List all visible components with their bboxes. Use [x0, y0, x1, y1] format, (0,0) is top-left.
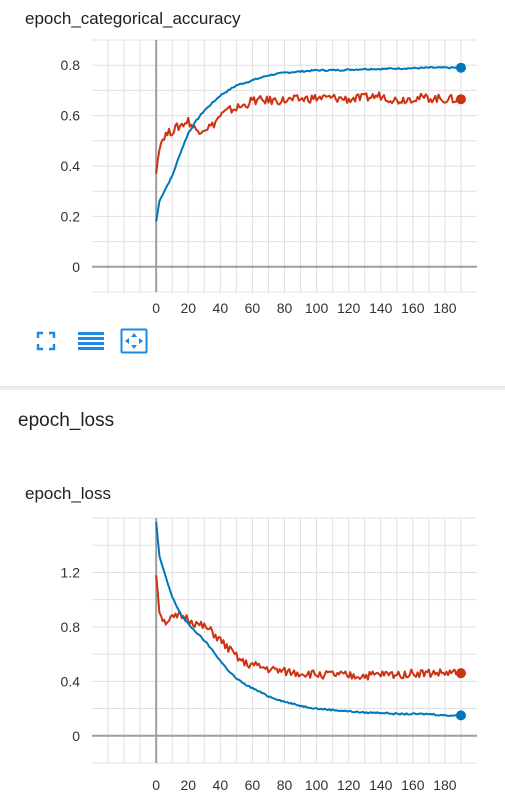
y-tick-label: 0	[72, 728, 80, 744]
series-end-point	[455, 62, 466, 73]
x-tick-label: 100	[305, 777, 329, 793]
y-tick-label: 1.2	[61, 564, 81, 580]
x-tick-label: 160	[401, 300, 425, 316]
y-tick-label: 0.8	[61, 57, 81, 73]
x-tick-label: 140	[369, 300, 393, 316]
y-tick-label: 0.2	[61, 208, 81, 224]
accuracy-card: epoch_categorical_accuracy 0 0.2 0.4 0.6 0.8…	[0, 0, 505, 386]
grid	[92, 517, 477, 764]
data-table-button[interactable]	[78, 329, 104, 353]
x-tick-label: 140	[369, 777, 393, 793]
accuracy-chart[interactable]: 0 0.2 0.4 0.6 0.8 0 20 40 60 80 100 120 140 160 180	[0, 0, 505, 320]
x-tick-label: 100	[305, 300, 329, 316]
loss-card: epoch_loss 0 0.4 0.8 1.2 0 20 40 60 80 100 120 140 1…	[0, 470, 505, 799]
series-line	[155, 66, 462, 222]
section-title: epoch_loss	[18, 410, 115, 431]
chart-title: epoch_loss	[25, 484, 112, 503]
x-tick-label: 80	[277, 777, 293, 793]
y-tick-label: 0.4	[61, 158, 81, 174]
x-tick-label: 20	[180, 777, 196, 793]
y-tick-label: 0.4	[61, 673, 81, 689]
chart-title: epoch_categorical_accuracy	[25, 9, 241, 28]
series-end-point	[455, 710, 466, 721]
x-tick-label: 0	[152, 777, 160, 793]
x-tick-label: 40	[213, 777, 229, 793]
series-line	[155, 575, 462, 681]
fit-domain-button[interactable]	[120, 328, 148, 354]
section-divider	[0, 386, 505, 390]
x-tick-label: 180	[433, 300, 457, 316]
x-tick-label: 0	[152, 300, 160, 316]
series-line	[155, 522, 462, 717]
x-tick-label: 60	[245, 777, 261, 793]
x-tick-label: 160	[401, 777, 425, 793]
x-tick-label: 180	[433, 777, 457, 793]
y-tick-label: 0.8	[61, 619, 81, 635]
loss-chart[interactable]: 0 0.4 0.8 1.2 0 20 40 60 80 100 120 140 160 180	[0, 470, 505, 799]
series-end-point	[455, 94, 466, 105]
y-tick-label: 0	[72, 259, 80, 275]
series-line	[155, 91, 462, 174]
fullscreen-button[interactable]	[34, 329, 58, 353]
series-end-point	[455, 668, 466, 679]
x-tick-label: 120	[337, 777, 361, 793]
grid	[92, 39, 477, 293]
list-icon	[78, 332, 104, 350]
fit-domain-icon	[120, 328, 148, 354]
x-tick-label: 20	[180, 300, 196, 316]
x-tick-label: 60	[245, 300, 261, 316]
y-tick-label: 0.6	[61, 108, 81, 124]
x-tick-label: 40	[213, 300, 229, 316]
x-tick-label: 120	[337, 300, 361, 316]
expand-icon	[36, 331, 56, 351]
x-tick-label: 80	[277, 300, 293, 316]
